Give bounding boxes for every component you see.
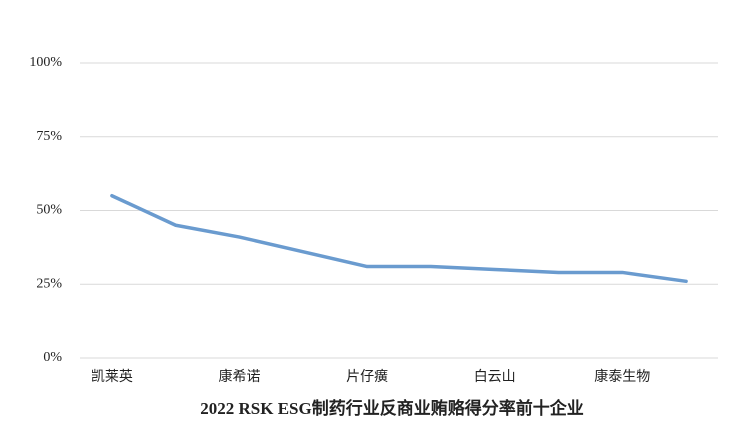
x-tick-label: 康泰生物 [594, 368, 650, 385]
data-line [110, 194, 688, 284]
y-tick-label: 25% [36, 276, 62, 291]
y-tick-label: 0% [43, 350, 62, 365]
chart-title: 2022 RSK ESG制药行业反商业贿赂得分率前十企业 [200, 398, 583, 418]
x-tick-label: 康希诺 [219, 368, 261, 385]
x-tick-label: 凯莱英 [91, 368, 133, 385]
x-tick-label: 白云山 [474, 369, 516, 385]
y-tick-label: 50% [36, 203, 62, 218]
x-tick-label: 片仔癀 [346, 368, 388, 385]
y-tick-label: 75% [36, 129, 62, 144]
y-tick-label: 100% [29, 55, 62, 70]
